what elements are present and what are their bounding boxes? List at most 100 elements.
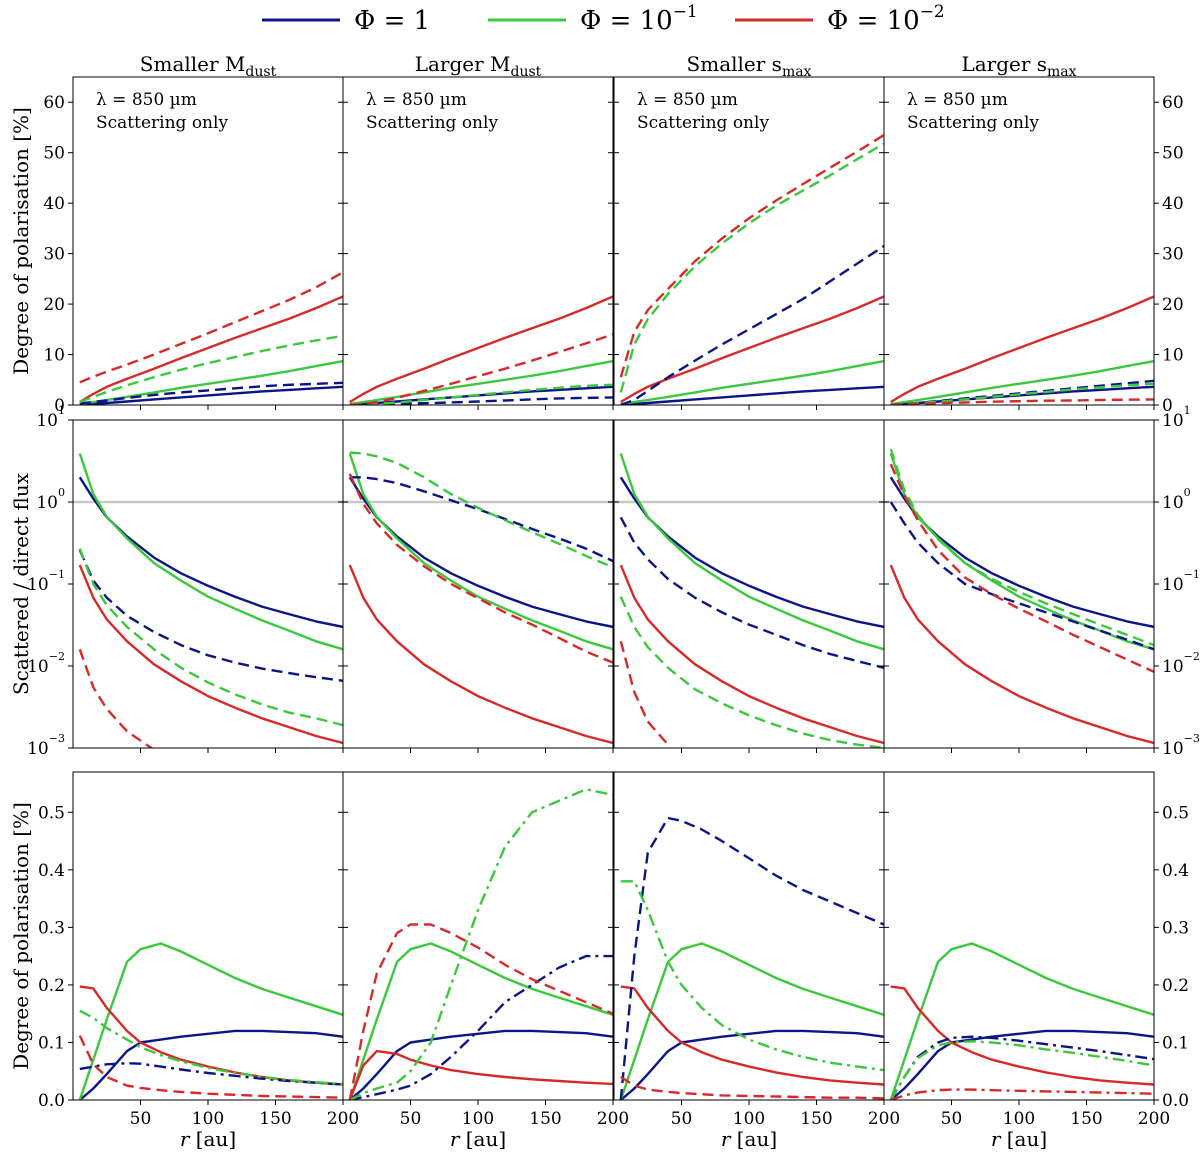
x-tick-label: 200	[868, 1109, 900, 1129]
annotation-wavelength: λ = 850 µm	[907, 90, 1008, 110]
y-tick-label: 0.2	[38, 976, 65, 996]
y-tick-label: 0.1	[1162, 1033, 1189, 1053]
series-line	[349, 1029, 613, 1100]
series-line	[889, 501, 1154, 651]
y-tick-label: 0.4	[38, 861, 65, 881]
x-tick-label: 50	[671, 1109, 693, 1129]
y-tick-label: 40	[1162, 194, 1184, 214]
series-line	[619, 564, 884, 745]
series-line	[889, 448, 1154, 647]
y-tick-label: 0.3	[38, 918, 65, 938]
y-tick-label: 10−3	[1162, 732, 1200, 759]
legend-label: Φ = 10−2	[827, 1, 945, 36]
series-line	[348, 453, 613, 651]
series-line	[890, 295, 1154, 404]
series-line	[890, 398, 1154, 405]
panel-frame	[342, 419, 614, 749]
y-tick-label: 0	[1162, 396, 1173, 416]
series-line	[348, 564, 613, 745]
annotation-wavelength: λ = 850 µm	[637, 90, 738, 110]
series-line	[349, 333, 613, 405]
series-line	[890, 985, 1154, 1086]
y-tick-label: 101	[1162, 404, 1191, 431]
series-line	[620, 295, 884, 404]
x-tick-label: 150	[1070, 1109, 1102, 1129]
y-tick-label: 0	[54, 396, 65, 416]
y-tick-label: 0.5	[38, 803, 65, 823]
y-tick-label: 101	[36, 404, 65, 431]
y-tick-label: 10−1	[27, 568, 65, 595]
series-line	[619, 453, 884, 651]
panel-r3-c1: 0.0 0.1 0.2 0.3 0.4 0.5 50 100 150 200	[38, 771, 359, 1129]
x-tick-label: 50	[130, 1109, 152, 1129]
series-line	[620, 1029, 884, 1100]
y-tick-label: 10	[1162, 346, 1184, 366]
legend-label: Φ = 1	[354, 6, 430, 36]
y-tick-label: 10−2	[1162, 650, 1200, 677]
annotation-wavelength: λ = 850 µm	[366, 90, 467, 110]
panel-frame	[613, 771, 885, 1101]
column-title: Larger smax	[961, 52, 1076, 80]
series-line	[348, 476, 613, 629]
series-line	[889, 463, 1154, 673]
series-line	[619, 596, 884, 748]
series-line	[79, 381, 343, 405]
y-tick-label: 0.0	[38, 1091, 65, 1111]
x-axis-label: r [au]	[721, 1127, 777, 1151]
column-title: Smaller smax	[687, 52, 812, 80]
series-line	[78, 564, 343, 745]
panel-r3-c3: 50 100 150 200	[613, 771, 900, 1129]
y-tick-label: 0.3	[1162, 918, 1189, 938]
series-line	[349, 383, 613, 405]
panel-frame	[883, 419, 1155, 749]
legend-label: Φ = 10−1	[580, 1, 698, 36]
panel-frame	[613, 419, 885, 749]
x-tick-label: 100	[733, 1109, 765, 1129]
panel-r1-c4: 0 10 20 30 40 50 60 λ = 850 µm Scattering only	[883, 76, 1184, 416]
y-tick-label: 20	[1162, 295, 1184, 315]
y-tick-label: 100	[1162, 486, 1191, 513]
annotation-mode: Scattering only	[366, 113, 498, 133]
series-line	[79, 295, 343, 404]
series-line	[78, 548, 343, 727]
y-tick-label: 60	[1162, 93, 1184, 113]
series-line	[79, 271, 343, 384]
x-tick-label: 150	[529, 1109, 561, 1129]
series-line	[78, 1035, 343, 1099]
series-line	[348, 473, 613, 664]
series-line	[79, 1029, 343, 1100]
series-line	[889, 942, 1154, 1100]
column-title: Larger Mdust	[415, 52, 542, 80]
x-tick-label: 50	[941, 1109, 963, 1129]
series-line	[78, 648, 154, 748]
legend-entry: Φ = 10−1	[488, 1, 698, 36]
series-line	[79, 334, 343, 404]
panel-r2-c1: 10−3 10−2 10−1 100 101	[27, 404, 344, 759]
series-line	[620, 880, 884, 1072]
annotation-mode: Scattering only	[96, 113, 228, 133]
y-tick-label: 100	[36, 486, 65, 513]
panel-r2-c2	[342, 419, 614, 753]
series-line	[349, 295, 613, 404]
y-tick-label: 10−3	[27, 732, 65, 759]
y-tick-label: 30	[1162, 245, 1184, 265]
series-line	[348, 942, 613, 1100]
axis-labels: Degree of polarisation [%] Scattered / di…	[9, 107, 1047, 1151]
x-axis-label: r [au]	[991, 1127, 1047, 1151]
series-line	[620, 244, 884, 405]
series-line	[890, 359, 1154, 405]
x-axis-label: r [au]	[450, 1127, 506, 1151]
panel-r1-c2: λ = 850 µm Scattering only	[342, 76, 614, 410]
series-line	[889, 453, 1154, 651]
y-tick-label: 60	[43, 93, 65, 113]
series-line	[889, 564, 1154, 745]
y-tick-label: 0.4	[1162, 861, 1189, 881]
series-line	[889, 1040, 1154, 1100]
panel-frame	[72, 419, 344, 749]
series-line	[348, 923, 613, 1100]
series-line	[619, 640, 669, 746]
series-line	[619, 516, 884, 669]
x-tick-label: 200	[327, 1109, 359, 1129]
